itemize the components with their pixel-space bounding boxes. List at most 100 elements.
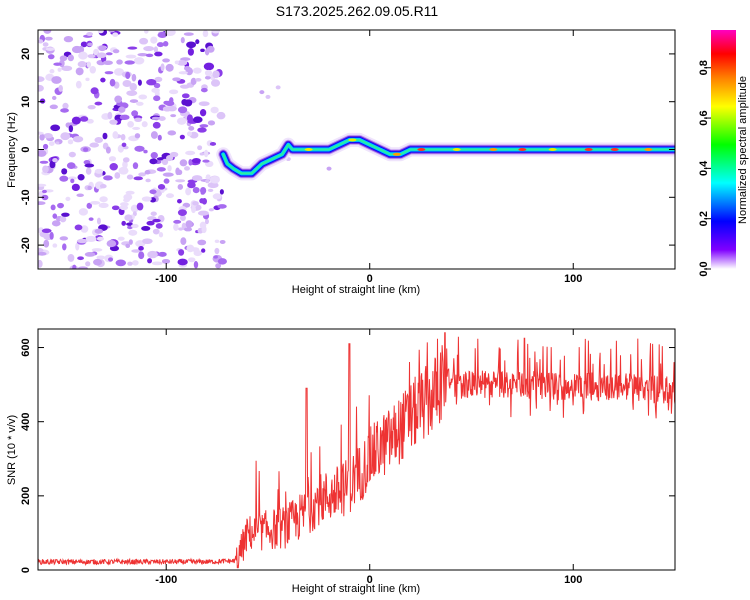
colorbar: 0.0 0.2 0.4 0.6 0.8 Normalized spectral ampl… bbox=[698, 30, 749, 277]
heatmap-noise-cell bbox=[147, 250, 158, 259]
heatmap-noise-cell bbox=[76, 193, 84, 197]
heatmap-noise-cell bbox=[115, 259, 127, 267]
heatmap-noise-cell bbox=[185, 150, 196, 156]
heatmap-noise-cell bbox=[65, 196, 71, 202]
heatmap-noise-cell bbox=[127, 46, 138, 50]
heatmap-noise-cell bbox=[188, 158, 193, 166]
heatmap-noise-cell bbox=[72, 264, 77, 269]
heatmap-noise-cell bbox=[197, 239, 207, 246]
heatmap-noise-cell bbox=[169, 89, 179, 95]
heatmap-noise-cell bbox=[57, 202, 64, 209]
heatmap-noise-cell bbox=[133, 176, 143, 181]
heatmap-noise-cell bbox=[211, 30, 221, 34]
heatmap-noise-cell bbox=[175, 179, 186, 183]
heatmap-noise-cell bbox=[144, 170, 151, 175]
colorbar-tick-label: 0.6 bbox=[698, 110, 710, 125]
heatmap-noise-cell bbox=[87, 54, 96, 59]
x-tick-label: -100 bbox=[155, 273, 177, 285]
heatmap-noise-cell bbox=[94, 228, 104, 234]
heatmap-noise-cell bbox=[137, 52, 148, 57]
heatmap-noise-cell bbox=[126, 90, 138, 96]
heatmap-noise-cell bbox=[209, 175, 220, 184]
y-tick-label: -10 bbox=[20, 189, 32, 205]
heatmap-noise-cell bbox=[87, 104, 96, 110]
heatmap-noise-cell bbox=[136, 101, 144, 106]
heatmap-noise-cell bbox=[59, 175, 69, 182]
heatmap-noise-cell bbox=[184, 166, 191, 171]
heatmap-noise-cell bbox=[191, 175, 203, 181]
heatmap-noise-cell bbox=[163, 178, 170, 184]
heatmap-noise-cell bbox=[125, 190, 135, 195]
heatmap-noise-cell bbox=[198, 101, 210, 107]
heatmap-noise-cell bbox=[52, 213, 58, 219]
heatmap-noise-cell bbox=[209, 142, 217, 146]
heatmap-noise-cell bbox=[212, 70, 220, 79]
heatmap-noise-cell bbox=[186, 41, 197, 49]
heatmap-noise-cell bbox=[61, 65, 73, 72]
heatmap-noise-cell bbox=[185, 187, 192, 196]
heatmap-noise-cell bbox=[138, 94, 148, 100]
heatmap-noise-cell bbox=[131, 110, 139, 117]
heatmap-noise-cell bbox=[131, 249, 142, 253]
heatmap-noise-cell bbox=[150, 211, 157, 216]
heatmap-noise-cell bbox=[153, 46, 159, 53]
heatmap-noise-cell bbox=[152, 218, 161, 223]
heatmap-noise-cell bbox=[202, 159, 210, 163]
heatmap-noise-cell bbox=[90, 87, 99, 95]
spectrogram-x-label: Height of straight line (km) bbox=[292, 284, 420, 296]
heatmap-noise-cell bbox=[156, 42, 165, 48]
heatmap-noise-cell bbox=[187, 131, 192, 137]
heatmap-noise-cell bbox=[149, 158, 158, 165]
heatmap-noise-cell bbox=[119, 114, 130, 121]
heatmap-noise-cell bbox=[53, 62, 62, 66]
heatmap-noise-cell bbox=[125, 54, 137, 59]
heatmap-noise-cell bbox=[67, 139, 74, 145]
heatmap-noise-cell bbox=[145, 53, 154, 58]
heatmap-noise-cell bbox=[121, 142, 127, 148]
heatmap-noise-cell bbox=[197, 127, 207, 133]
heatmap-noise-cell bbox=[161, 258, 171, 264]
heatmap-noise-cell bbox=[118, 166, 129, 175]
heatmap-noise-cell bbox=[100, 77, 106, 83]
heatmap-noise-cell bbox=[124, 60, 135, 65]
heatmap-noise-cell bbox=[151, 116, 161, 120]
heatmap-noise-cell bbox=[178, 71, 188, 75]
heatmap-noise-cell bbox=[66, 162, 76, 169]
heatmap-noise-cell bbox=[141, 226, 151, 231]
heatmap-noise-cell bbox=[265, 94, 271, 99]
heatmap-noise-cell bbox=[55, 141, 60, 145]
heatmap-noise-cell bbox=[124, 214, 133, 221]
heatmap-noise-cell bbox=[134, 145, 145, 152]
heatmap-noise-cell bbox=[187, 257, 196, 263]
heatmap-noise-cell bbox=[57, 67, 62, 72]
heatmap-noise-cell bbox=[108, 30, 115, 33]
heatmap-noise-cell bbox=[67, 54, 74, 62]
heatmap-noise-cell bbox=[206, 45, 215, 53]
heatmap-noise-cell bbox=[186, 244, 195, 253]
heatmap-noise-cell bbox=[176, 59, 188, 66]
heatmap-noise-cell bbox=[215, 263, 222, 269]
heatmap-noise-cell bbox=[157, 134, 162, 141]
heatmap-noise-cell bbox=[85, 77, 90, 82]
heatmap-noise-cell bbox=[204, 69, 213, 77]
heatmap-noise-cell bbox=[75, 242, 80, 251]
heatmap-noise-cell bbox=[192, 186, 200, 194]
heatmap-noise-cell bbox=[102, 60, 113, 66]
heatmap-noise-cell bbox=[68, 125, 74, 133]
heatmap-noise-cell bbox=[39, 160, 49, 164]
heatmap-noise-cell bbox=[79, 116, 89, 122]
heatmap-noise-cell bbox=[88, 217, 94, 221]
heatmap-noise-cell bbox=[68, 151, 76, 158]
heatmap-noise-cell bbox=[134, 133, 141, 139]
heatmap-noise-cell bbox=[195, 78, 202, 82]
heatmap-noise-cell bbox=[108, 257, 114, 262]
heatmap-noise-cell bbox=[96, 217, 101, 225]
heatmap-noise-cell bbox=[214, 239, 220, 244]
heatmap-noise-cell bbox=[98, 45, 107, 52]
heatmap-noise-cell bbox=[219, 239, 226, 245]
heatmap-noise-cell bbox=[42, 143, 49, 150]
y-tick-label: 200 bbox=[20, 487, 32, 505]
heatmap-noise-cell bbox=[71, 116, 81, 125]
heatmap-noise-cell bbox=[162, 106, 172, 112]
heatmap-noise-cell bbox=[112, 131, 119, 139]
